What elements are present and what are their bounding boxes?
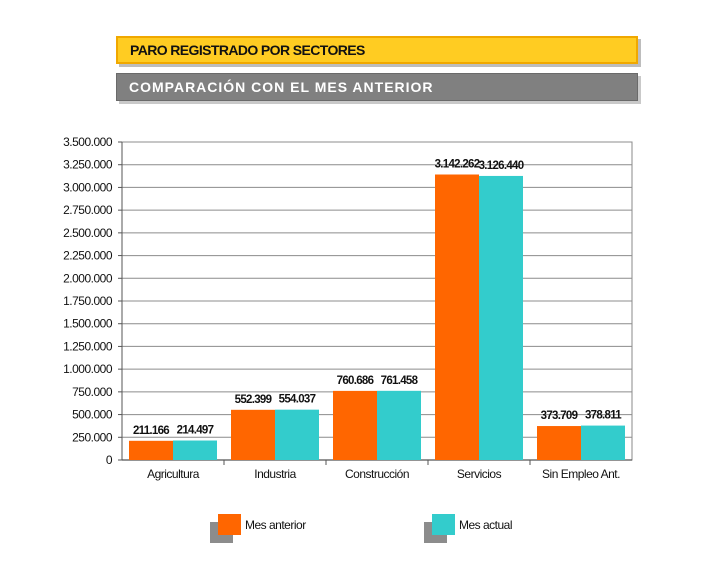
data-label: 3.142.262 [435,159,480,171]
data-label: 554.037 [279,394,316,406]
x-tick-label: Industria [254,467,296,481]
legend-label-current: Mes actual [459,518,513,532]
bar [435,174,479,460]
legend-swatch-previous [218,514,241,535]
data-label: 378.811 [585,410,622,422]
data-label: 760.686 [337,375,374,387]
y-tick-label: 2.000.000 [63,271,113,285]
data-label: 214.497 [177,425,214,437]
chart-title-banner: PARO REGISTRADO POR SECTORES [116,36,638,64]
legend-swatch-current [432,514,455,535]
data-label: 211.166 [133,425,169,437]
chart-subtitle-banner: COMPARACIÓN CON EL MES ANTERIOR [116,73,638,101]
y-tick-label: 3.000.000 [63,180,113,194]
bar-chart: 0 250.000 500.000 750.000 1.000.000 1.250.000… [63,135,633,481]
bar [129,440,173,460]
bar [275,409,319,460]
bar [173,440,217,460]
legend-label-previous: Mes anterior [245,518,306,532]
data-label: 552.399 [235,394,272,406]
y-tick-label: 2.500.000 [63,226,113,240]
bar [333,390,377,460]
y-tick-label: 1.750.000 [63,294,113,308]
y-tick-label: 3.250.000 [63,158,113,172]
chart-subtitle: COMPARACIÓN CON EL MES ANTERIOR [129,79,434,95]
bar [537,426,581,460]
x-tick-label: Servicios [457,467,502,481]
chart-title: PARO REGISTRADO POR SECTORES [130,42,365,58]
bar [479,175,523,460]
y-tick-label: 2.250.000 [63,249,113,263]
bar [377,390,421,460]
x-tick-label: Construcción [345,467,409,481]
x-tick-label: Sin Empleo Ant. [542,467,620,481]
y-tick-label: 3.500.000 [63,135,113,149]
data-label: 373.709 [541,410,578,422]
y-tick-label: 250.000 [72,430,113,444]
y-tick-label: 1.250.000 [63,339,113,353]
data-label: 3.126.440 [479,160,524,172]
y-tick-label: 0 [106,453,113,467]
data-label: 761.458 [381,375,419,387]
bar [581,425,625,460]
x-tick-label: Agricultura [147,467,200,481]
y-tick-label: 1.000.000 [63,362,113,376]
bar [231,409,275,460]
y-tick-label: 1.500.000 [63,317,113,331]
y-tick-label: 750.000 [72,385,113,399]
y-tick-label: 500.000 [72,408,113,422]
y-tick-label: 2.750.000 [63,203,113,217]
